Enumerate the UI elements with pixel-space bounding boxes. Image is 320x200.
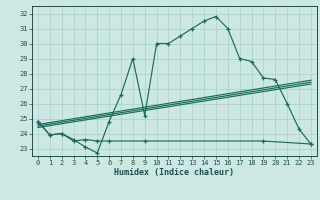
X-axis label: Humidex (Indice chaleur): Humidex (Indice chaleur) [115,168,234,177]
